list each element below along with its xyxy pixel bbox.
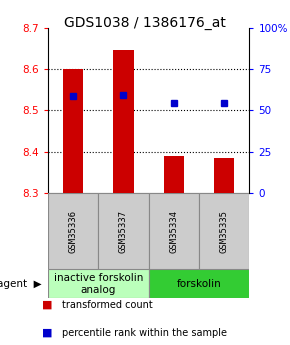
Text: GSM35337: GSM35337	[119, 210, 128, 253]
Text: transformed count: transformed count	[62, 300, 153, 310]
Text: ■: ■	[42, 300, 52, 310]
Bar	[113, 50, 133, 193]
Bar	[48, 269, 148, 298]
Bar	[214, 158, 234, 193]
Text: GDS1038 / 1386176_at: GDS1038 / 1386176_at	[64, 16, 226, 30]
Text: inactive forskolin
analog: inactive forskolin analog	[54, 273, 143, 295]
Bar	[199, 193, 249, 269]
Text: ■: ■	[42, 328, 52, 338]
Bar	[164, 156, 184, 193]
Text: forskolin: forskolin	[177, 279, 221, 289]
Bar	[48, 193, 98, 269]
Bar	[148, 193, 199, 269]
Text: GSM35336: GSM35336	[68, 210, 77, 253]
Text: percentile rank within the sample: percentile rank within the sample	[62, 328, 227, 338]
Bar	[63, 69, 83, 193]
Bar	[98, 193, 148, 269]
Text: agent  ▶: agent ▶	[0, 279, 42, 289]
Text: GSM35335: GSM35335	[220, 210, 229, 253]
Text: GSM35334: GSM35334	[169, 210, 178, 253]
Bar	[148, 269, 249, 298]
